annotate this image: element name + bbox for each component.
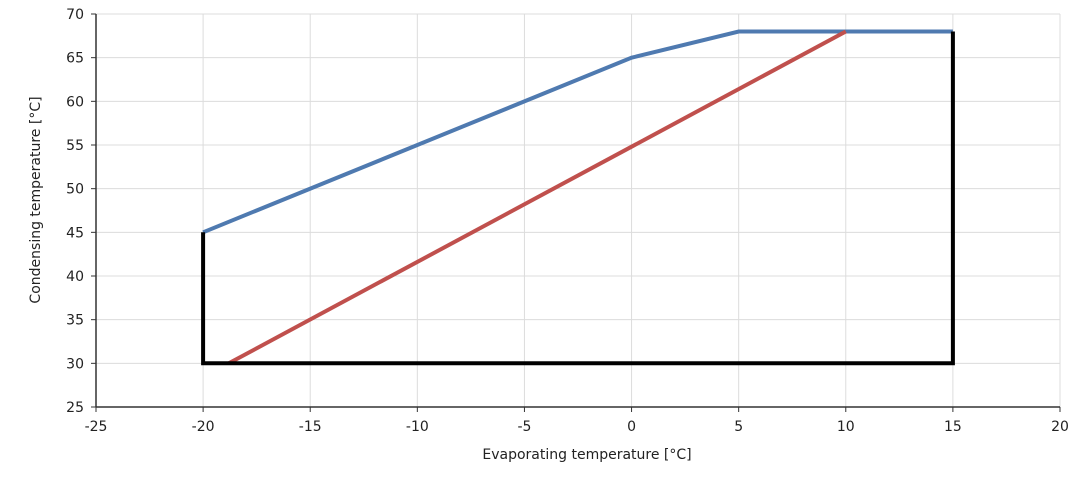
x-tick-label: 5 (734, 419, 743, 435)
x-axis-label: Evaporating temperature [°C] (482, 447, 691, 463)
y-tick-label: 25 (66, 400, 84, 416)
y-tick-label: 60 (66, 94, 84, 110)
x-tick-label: -20 (192, 419, 215, 435)
x-tick-label: 0 (627, 419, 636, 435)
x-tick-label: -5 (517, 419, 531, 435)
x-tick-label: -15 (299, 419, 322, 435)
x-tick-label: 10 (837, 419, 855, 435)
y-tick-label: 65 (66, 51, 84, 67)
series-line-3 (201, 31, 955, 366)
y-tick-labels: 25 30 35 40 45 50 55 60 65 70 (66, 7, 84, 416)
y-tick-label: 70 (66, 7, 84, 23)
grid (96, 13, 1061, 407)
series-line-2 (227, 29, 847, 366)
x-tick-label: 15 (944, 419, 962, 435)
series-line-1 (202, 29, 953, 235)
x-tick-label: -25 (85, 419, 108, 435)
y-tick-label: 40 (66, 269, 84, 285)
y-tick-label: 55 (66, 138, 84, 154)
axes (91, 13, 1061, 412)
x-tick-label: 20 (1051, 419, 1069, 435)
y-tick-label: 35 (66, 313, 84, 329)
y-tick-label: 45 (66, 225, 84, 241)
series-group (201, 29, 955, 366)
x-tick-label: -10 (406, 419, 429, 435)
x-tick-labels: -25 -20 -15 -10 -5 0 5 10 15 20 (85, 419, 1069, 435)
y-tick-label: 30 (66, 356, 84, 372)
y-axis-label: Condensing temperature [°C] (28, 96, 44, 303)
y-tick-label: 50 (66, 182, 84, 198)
